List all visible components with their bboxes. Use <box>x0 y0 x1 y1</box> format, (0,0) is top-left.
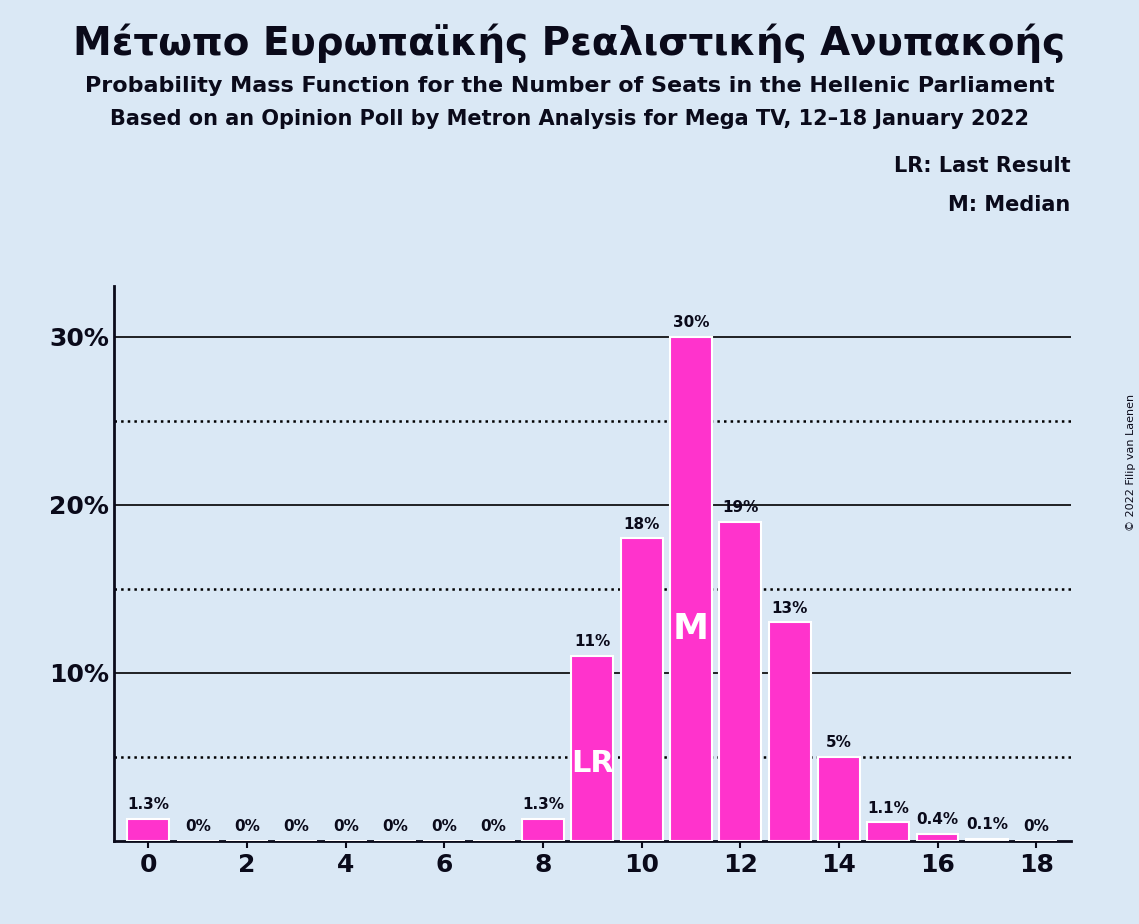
Text: 0%: 0% <box>333 819 359 834</box>
Bar <box>719 522 761 841</box>
Text: 0%: 0% <box>382 819 408 834</box>
Text: Based on an Opinion Poll by Metron Analysis for Mega TV, 12–18 January 2022: Based on an Opinion Poll by Metron Analy… <box>110 109 1029 129</box>
Text: 18%: 18% <box>623 517 659 531</box>
Text: 0%: 0% <box>235 819 260 834</box>
Text: 0%: 0% <box>432 819 457 834</box>
Text: 11%: 11% <box>574 634 611 650</box>
Text: 1.3%: 1.3% <box>128 797 170 812</box>
Text: © 2022 Filip van Laenen: © 2022 Filip van Laenen <box>1126 394 1136 530</box>
Bar <box>522 819 564 841</box>
Bar <box>621 539 663 841</box>
Text: 30%: 30% <box>673 315 710 330</box>
Bar <box>670 337 712 841</box>
Text: 0%: 0% <box>185 819 211 834</box>
Text: LR: LR <box>571 748 614 778</box>
Text: 1.3%: 1.3% <box>522 797 564 812</box>
Text: 19%: 19% <box>722 500 759 515</box>
Text: Μέτωπο Ευρωπαϊκής Ρεαλιστικής Ανυπακοής: Μέτωπο Ευρωπαϊκής Ρεαλιστικής Ανυπακοής <box>73 23 1066 63</box>
Text: Probability Mass Function for the Number of Seats in the Hellenic Parliament: Probability Mass Function for the Number… <box>84 76 1055 96</box>
Text: 13%: 13% <box>771 601 808 615</box>
Text: 0%: 0% <box>481 819 507 834</box>
Bar <box>867 822 909 841</box>
Bar <box>966 839 1008 841</box>
Bar <box>818 757 860 841</box>
Bar <box>128 819 170 841</box>
Text: LR: Last Result: LR: Last Result <box>894 156 1071 176</box>
Text: 0.4%: 0.4% <box>917 812 959 827</box>
Text: 0.1%: 0.1% <box>966 818 1008 833</box>
Bar <box>769 623 811 841</box>
Bar <box>917 834 958 841</box>
Text: 0%: 0% <box>1023 819 1049 834</box>
Text: 1.1%: 1.1% <box>867 800 909 816</box>
Text: M: Median: M: Median <box>949 195 1071 215</box>
Text: M: M <box>673 613 708 646</box>
Bar <box>572 656 613 841</box>
Text: 5%: 5% <box>826 736 852 750</box>
Text: 0%: 0% <box>284 819 310 834</box>
